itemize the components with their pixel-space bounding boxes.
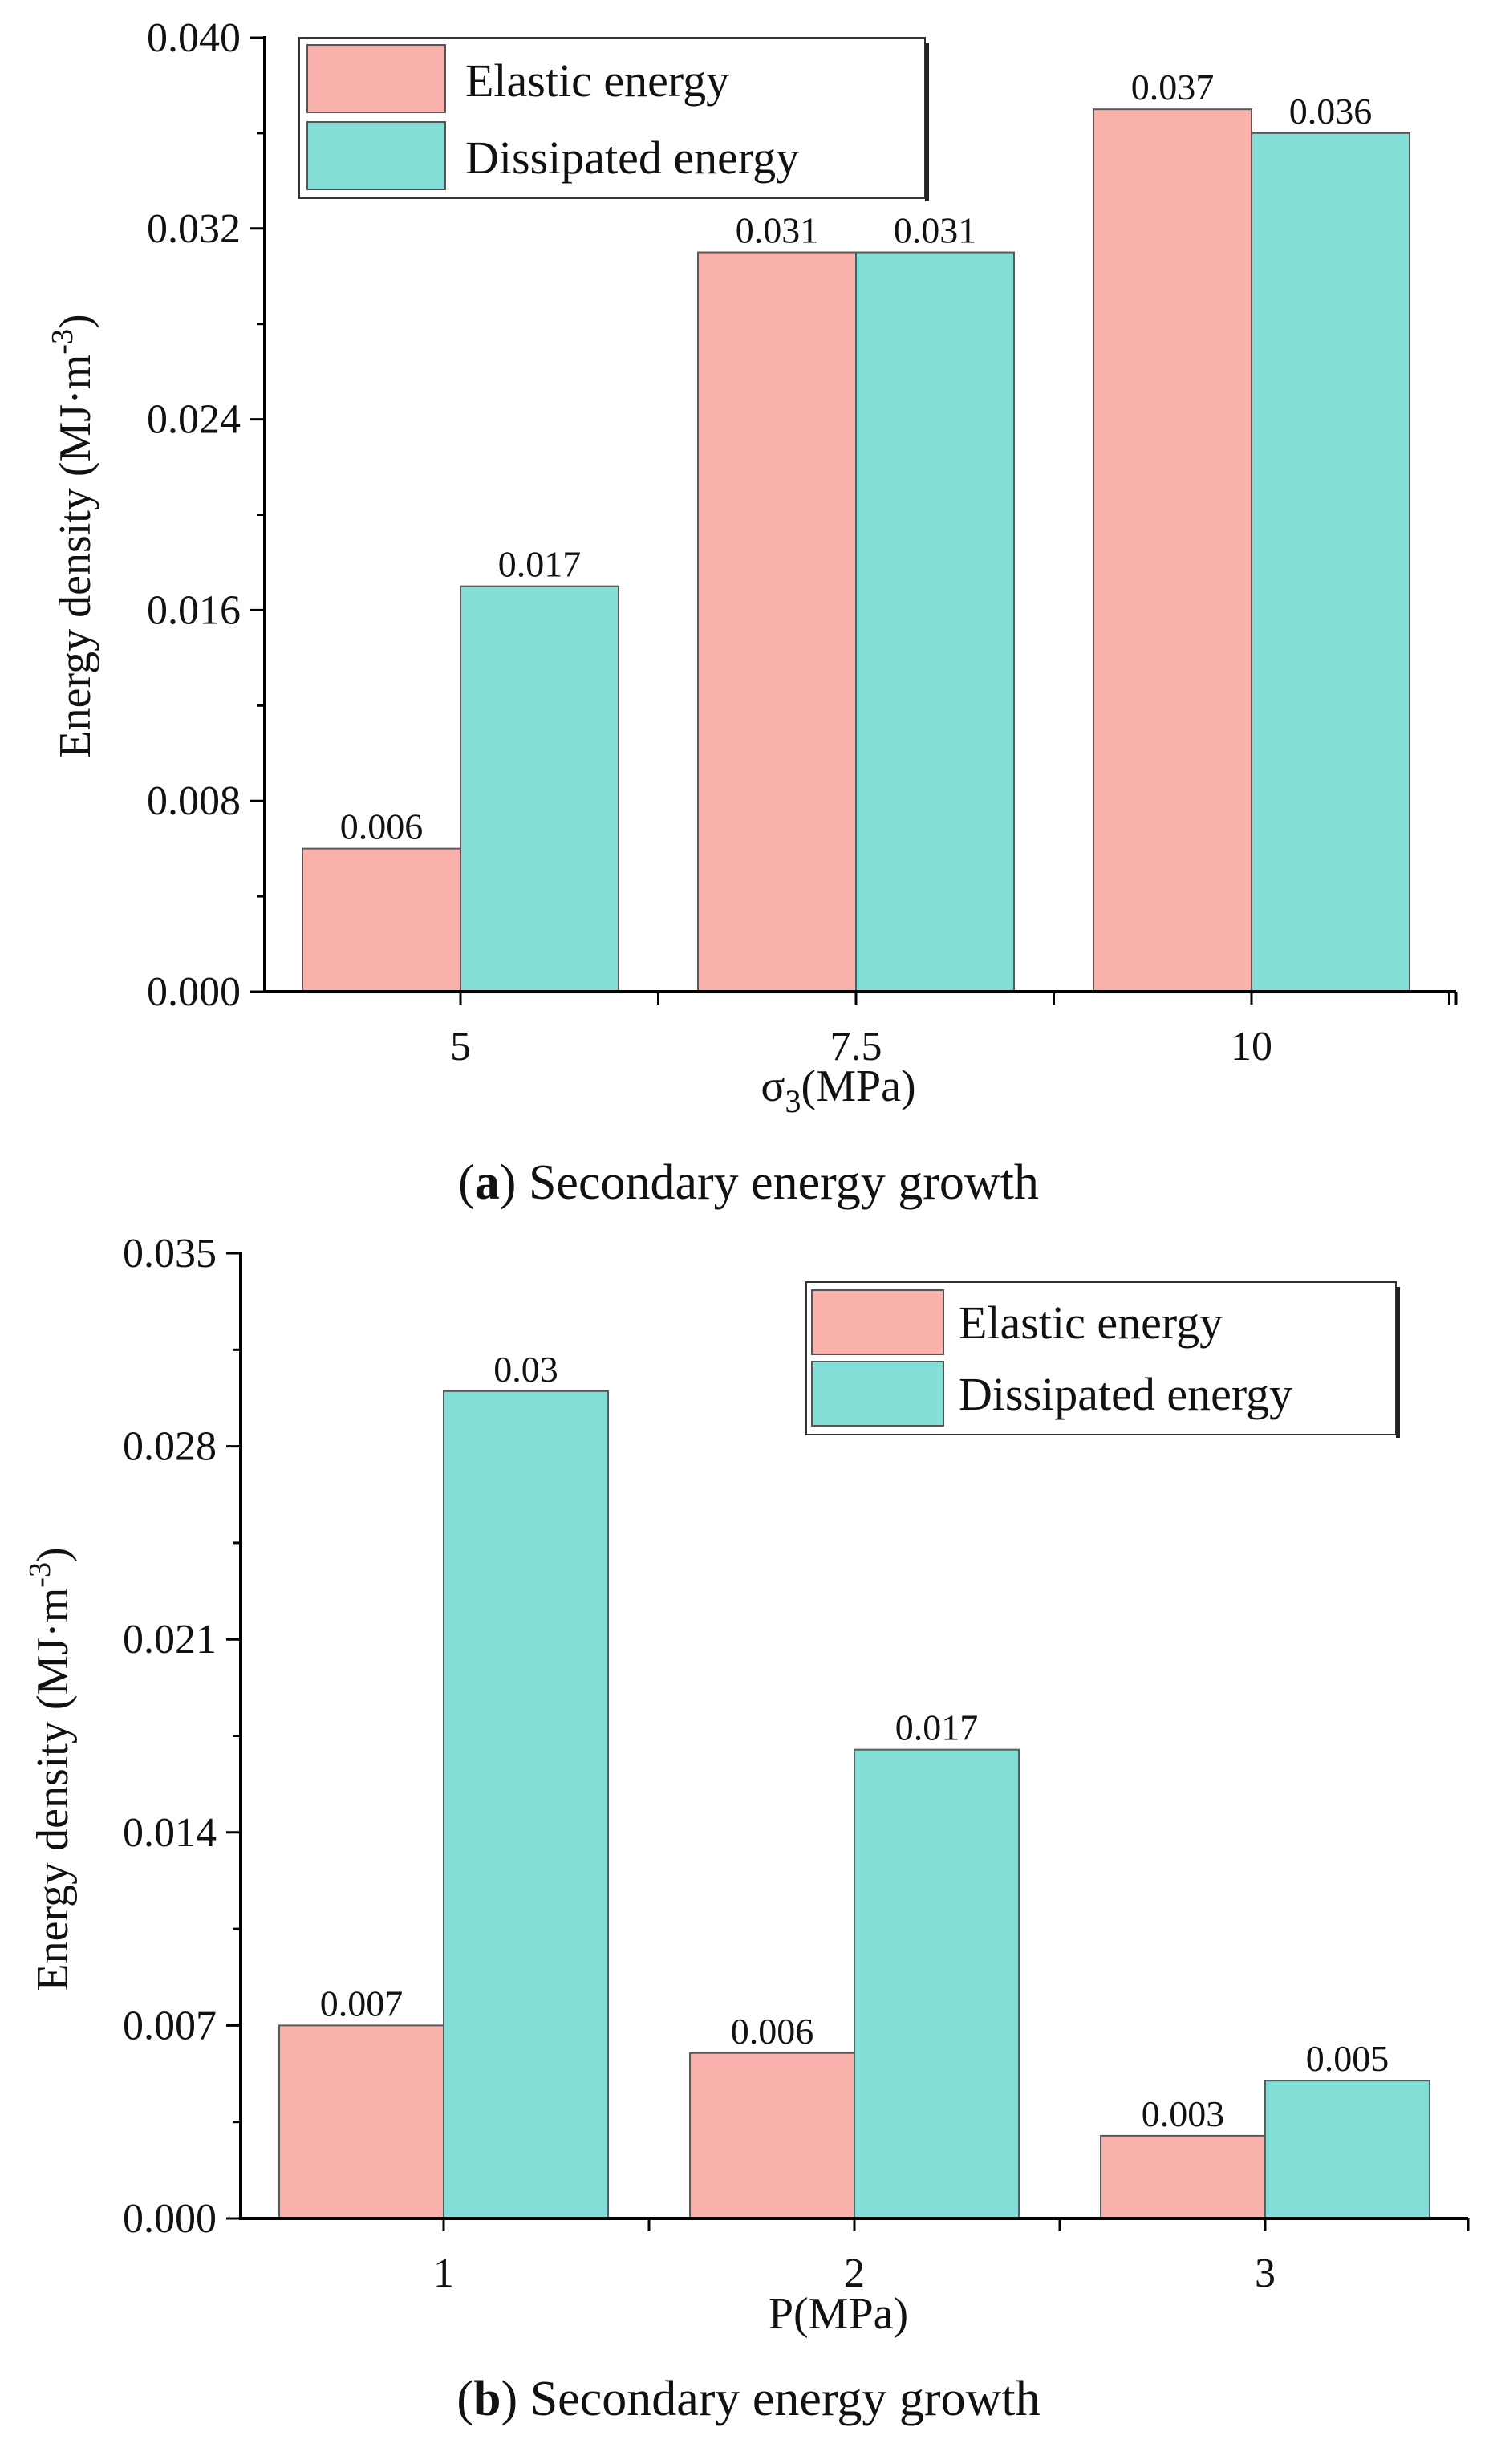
panel-a-data-labels: 0.006 0.017 0.031 0.031 0.037 0.036 [340,67,1373,846]
bar-elastic-5 [302,847,461,993]
legend-swatch-elastic-b [811,1289,944,1355]
legend-item-dissipated-b: Dissipated energy [811,1361,1292,1427]
x-tick-label-5: 5 [450,1024,471,1070]
bar-elastic-3 [1100,2134,1266,2220]
panel-b-y-axis-title: Energy density (MJ·m-3) [23,1547,78,1991]
data-label-dissipated-2: 0.017 [895,1707,979,1748]
panel-b-caption: (b) Secondary energy growth [456,2372,1040,2426]
panel-b-x-ticks: 1 2 3 [433,2218,1276,2296]
panel-a-y-axis-title: Energy density (MJ·m-3) [46,314,100,757]
legend-label-dissipated: Dissipated energy [465,132,799,184]
data-label-elastic-10: 0.037 [1131,67,1215,108]
panel-b-legend-frame-shadow [1396,1287,1400,1438]
y-tick-label-0.016: 0.016 [147,587,241,633]
legend-swatch-elastic [306,44,446,113]
data-label-dissipated-10: 0.036 [1289,91,1373,132]
panel-a-y-ticks: 0.000 0.008 0.016 0.024 0.032 0.040 [147,15,265,1015]
y-tick-label-0.024: 0.024 [147,397,241,443]
x-tick-label-2: 2 [844,2251,865,2296]
bar-elastic-1 [278,2024,444,2219]
panel-b-x-axis-title: P(MPa) [769,2289,908,2339]
y-tick-label-0.032: 0.032 [147,206,241,252]
y-tick-label-0.000: 0.000 [147,969,241,1015]
bar-dissipated-7.5 [855,251,1015,993]
bar-dissipated-2 [854,1748,1020,2220]
y-tick-label-0.007: 0.007 [123,2003,217,2048]
x-tick-label-3: 3 [1255,2251,1276,2296]
panel-a-legend-frame-shadow [925,43,929,201]
panel-b-data-labels: 0.007 0.03 0.006 0.017 0.003 0.005 [320,1349,1389,2134]
y-tick-label-0.014: 0.014 [123,1810,217,1856]
y-tick-label-0.021: 0.021 [123,1617,217,1662]
data-label-dissipated-5: 0.017 [498,544,582,585]
y-tick-label-0.000: 0.000 [123,2196,217,2242]
panel-a-x-axis-title: σ3(MPa) [761,1062,915,1119]
panel-a-caption: (a) Secondary energy growth [458,1155,1039,1210]
legend-swatch-dissipated-b [811,1361,944,1427]
data-label-dissipated-7.5: 0.031 [894,210,977,251]
legend-item-elastic-b: Elastic energy [811,1289,1223,1355]
y-tick-label-0.008: 0.008 [147,778,241,824]
legend-label-elastic-b: Elastic energy [959,1297,1223,1349]
data-label-dissipated-1: 0.03 [493,1349,558,1390]
x-tick-label-7.5: 7.5 [830,1024,882,1070]
legend-label-dissipated-b: Dissipated energy [959,1368,1292,1420]
bar-dissipated-5 [460,585,619,993]
legend-item-dissipated: Dissipated energy [306,121,799,190]
panel-b-y-ticks: 0.000 0.007 0.014 0.021 0.028 0.035 [123,1231,241,2242]
data-label-elastic-5: 0.006 [340,806,424,847]
x-tick-label-1: 1 [433,2251,454,2296]
bar-elastic-2 [689,2052,855,2220]
legend-swatch-dissipated [306,121,446,190]
panel-b-chart: 0.007 0.03 0.006 0.017 0.003 0.005 0.000 0.007… [23,1231,1470,2426]
panel-b-legend: Elastic energy Dissipated energy [805,1281,1400,1438]
data-label-elastic-2: 0.006 [731,2011,814,2052]
y-tick-label-0.040: 0.040 [147,15,241,61]
bar-elastic-7.5 [697,251,857,993]
x-tick-label-10: 10 [1231,1024,1272,1070]
y-tick-label-0.035: 0.035 [123,1231,217,1277]
legend-item-elastic: Elastic energy [306,44,729,113]
y-tick-label-0.028: 0.028 [123,1424,217,1470]
bar-dissipated-1 [443,1390,609,2219]
bar-elastic-10 [1093,108,1252,993]
panel-b-bars [278,1390,1430,2220]
bar-dissipated-3 [1264,2080,1430,2219]
data-label-elastic-7.5: 0.031 [736,210,819,251]
data-label-elastic-1: 0.007 [320,1983,404,2024]
panel-a-legend: Elastic energy Dissipated energy [298,37,929,201]
panel-a-bars [302,108,1410,993]
panel-a-x-ticks: 5 7.5 10 [450,992,1450,1070]
bar-dissipated-10 [1251,132,1410,993]
legend-label-elastic: Elastic energy [465,55,729,107]
data-label-dissipated-3: 0.005 [1306,2038,1389,2079]
data-label-elastic-3: 0.003 [1142,2093,1225,2134]
